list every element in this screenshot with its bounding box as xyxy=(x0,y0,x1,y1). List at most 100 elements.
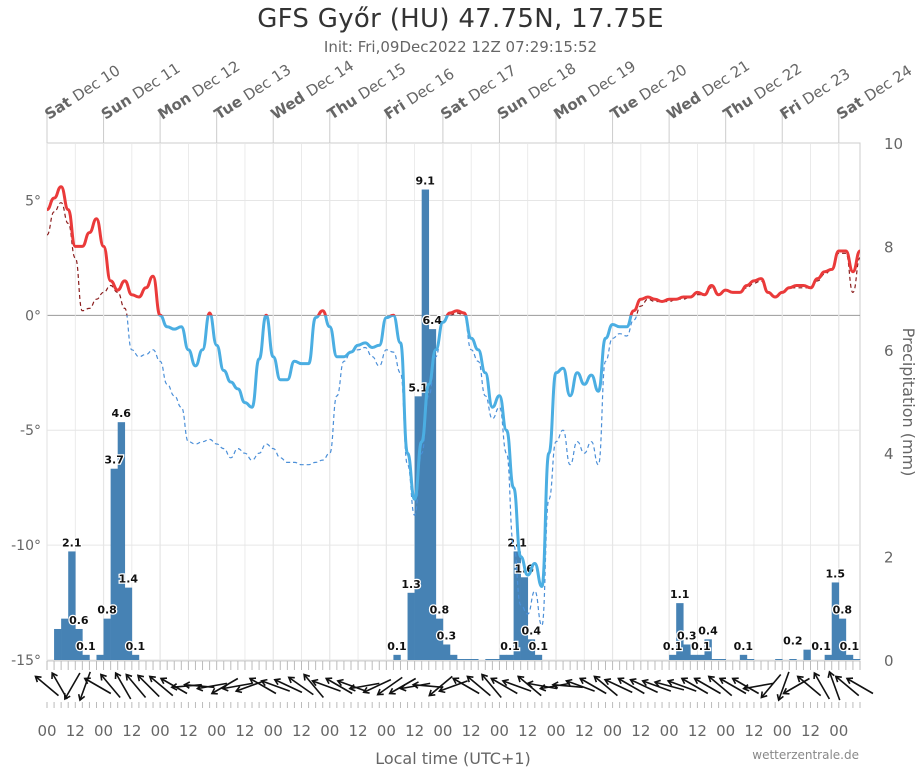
wind-arrow-head xyxy=(845,677,854,685)
precip-bar xyxy=(471,659,479,660)
wind-arrow-head xyxy=(680,677,688,685)
wind-arrow-head xyxy=(776,694,784,702)
wind-arrow-shaft xyxy=(64,672,81,700)
precip-label: 0.8 xyxy=(97,604,117,617)
wind-arrow-shaft xyxy=(466,675,491,697)
wind-arrow-head xyxy=(411,681,419,689)
credits-link[interactable]: wetterzentrale.de xyxy=(752,748,859,762)
wind-arrow-shaft xyxy=(579,677,607,695)
x-tick-label: 12 xyxy=(66,722,85,740)
wind-arrow-shaft xyxy=(846,677,874,695)
y-right-tick-label: 0 xyxy=(884,652,894,670)
x-tick-label: 12 xyxy=(405,722,424,740)
precip-bar xyxy=(824,654,833,660)
dewpoint-line-cold xyxy=(126,315,638,627)
precip-bar xyxy=(534,654,543,660)
wind-arrow-shaft xyxy=(413,683,444,689)
wind-arrow-shaft xyxy=(222,682,253,690)
wind-arrow-head xyxy=(451,677,460,685)
wind-arrow-head xyxy=(693,677,701,685)
wind-arrow-head xyxy=(83,677,91,685)
wind-arrow-head xyxy=(707,675,715,683)
x-tick-label: 00 xyxy=(207,722,226,740)
precip-bar xyxy=(520,577,529,660)
wind-arrow-head xyxy=(125,673,133,681)
wind-arrow-shaft xyxy=(452,677,480,695)
wind-arrow-head xyxy=(34,675,42,683)
x-axis-label: Local time (UTC+1) xyxy=(375,749,531,768)
precip-bar xyxy=(435,618,444,660)
wind-arrow-head xyxy=(742,684,750,692)
grid xyxy=(46,142,861,661)
precip-label: 0.8 xyxy=(833,604,853,617)
wind-arrow-head xyxy=(399,684,407,692)
precip-bar xyxy=(428,329,437,660)
precip-bar xyxy=(690,654,698,660)
precip-label: 1.1 xyxy=(670,588,690,601)
precip-bar xyxy=(449,654,458,660)
dewpoint-line-warm xyxy=(47,202,861,316)
precip-bar xyxy=(838,618,847,660)
x-tick-label: 00 xyxy=(660,722,679,740)
precip-bar xyxy=(739,654,748,660)
precip-bar xyxy=(117,422,126,660)
wind-arrow-shaft xyxy=(642,680,672,692)
wind-arrow-head xyxy=(666,678,675,687)
wind-arrow-head xyxy=(731,677,739,685)
wind-arrow-shaft xyxy=(288,676,314,696)
y-left-tick-label: 5° xyxy=(25,193,41,209)
precip-bar xyxy=(103,618,111,660)
precip-bar xyxy=(803,649,811,660)
y-left-tick-label: -5° xyxy=(20,423,41,439)
precip-label: 0.1 xyxy=(529,640,549,653)
wind-arrow-shaft xyxy=(349,682,380,690)
y-left-tick-label: -15° xyxy=(11,653,41,669)
x-tick-label: 00 xyxy=(773,722,792,740)
wind-arrow-shaft xyxy=(552,683,583,689)
x-tick-label: 00 xyxy=(546,722,565,740)
x-tick-label: 12 xyxy=(688,722,707,740)
wind-arrow-head xyxy=(538,684,547,692)
x-tick-label: 00 xyxy=(151,722,170,740)
wind-arrow-head xyxy=(336,678,344,687)
wind-arrows xyxy=(34,660,874,708)
precip-label: 2.1 xyxy=(62,536,82,549)
wind-arrow-shaft xyxy=(828,671,841,701)
wind-arrow-head xyxy=(827,670,835,678)
wind-arrow-shaft xyxy=(377,676,403,696)
precip-bar xyxy=(457,659,465,660)
wind-arrow-head xyxy=(324,677,333,685)
wind-arrow-shaft xyxy=(502,680,532,692)
wind-arrow-head xyxy=(210,687,218,695)
precip-label: 0.1 xyxy=(840,640,860,653)
wind-arrow-shaft xyxy=(708,675,733,697)
wind-arrow-shaft xyxy=(593,675,618,697)
wind-arrow-head xyxy=(437,685,446,694)
wind-arrow-shaft xyxy=(363,678,392,694)
precip-bar xyxy=(513,551,521,660)
x-tick-label: 12 xyxy=(801,722,820,740)
wind-arrow-head xyxy=(183,681,191,689)
wind-arrow-head xyxy=(718,677,727,685)
precip-label: 6.4 xyxy=(423,314,443,327)
x-tick-label: 00 xyxy=(320,722,339,740)
precip-bar xyxy=(464,659,472,660)
precip-label: 0.1 xyxy=(500,640,520,653)
precip-bar xyxy=(669,654,677,660)
precip-bar xyxy=(527,639,536,660)
precip-label: 0.1 xyxy=(126,640,146,653)
wind-arrow-shaft xyxy=(312,680,341,692)
precip-bar xyxy=(96,654,104,660)
y-right-tick-label: 6 xyxy=(884,342,894,360)
precip-label: 0.1 xyxy=(76,640,96,653)
wind-arrow-shaft xyxy=(617,677,645,695)
precip-bar xyxy=(492,659,500,660)
wind-arrow-shaft xyxy=(490,677,518,695)
x-tick-label: 00 xyxy=(490,722,509,740)
precip-label: 0.8 xyxy=(430,604,450,617)
precip-bar xyxy=(506,654,514,660)
y-left-tick-label: 0° xyxy=(25,308,41,324)
wind-arrow-head xyxy=(578,677,587,685)
wind-arrow-shaft xyxy=(813,672,831,700)
chart-title: GFS Győr (HU) 47.75N, 17.75E xyxy=(257,4,664,34)
